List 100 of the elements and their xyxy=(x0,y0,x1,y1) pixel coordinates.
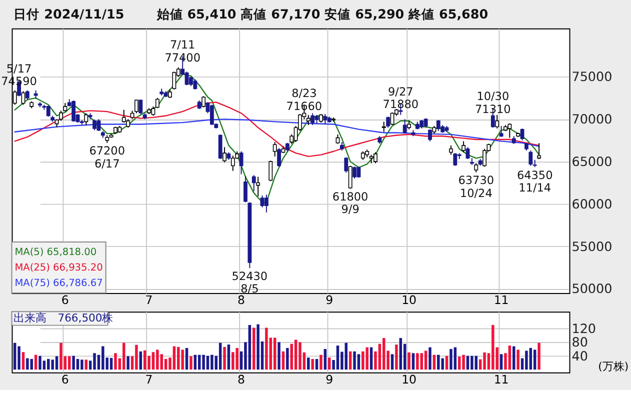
bar xyxy=(181,350,184,370)
bar xyxy=(492,324,494,370)
bar xyxy=(462,354,465,370)
candlestick xyxy=(449,144,453,156)
bar xyxy=(533,350,536,370)
candlestick xyxy=(356,166,361,178)
y-tick-label: 40 xyxy=(572,349,588,364)
candlestick xyxy=(508,122,512,138)
candlestick xyxy=(453,152,458,166)
bar xyxy=(483,352,486,370)
bar xyxy=(223,346,226,370)
y-tick-label: 55000 xyxy=(572,240,612,255)
bar xyxy=(311,358,314,370)
x-tick-label: 7 xyxy=(145,293,153,308)
bar xyxy=(525,350,528,370)
candlestick xyxy=(520,128,524,141)
x-tick-label: 6 xyxy=(61,372,69,387)
bar xyxy=(68,356,71,370)
bar xyxy=(252,328,256,370)
candlestick xyxy=(382,121,386,132)
candlestick xyxy=(96,118,101,132)
bar xyxy=(273,338,276,370)
bar xyxy=(22,352,25,370)
x-tick-label: 10 xyxy=(402,372,417,387)
annotation: 61800 9/9 xyxy=(332,190,368,216)
candlestick xyxy=(193,78,198,90)
bar xyxy=(80,360,84,370)
bar xyxy=(298,342,302,370)
bar xyxy=(328,358,331,370)
candlestick xyxy=(374,152,378,164)
bar xyxy=(185,348,188,370)
bar xyxy=(529,348,532,370)
bar xyxy=(156,350,159,370)
bar xyxy=(348,351,352,370)
bar xyxy=(516,350,520,370)
bar xyxy=(508,346,512,370)
bar xyxy=(336,346,340,370)
annotation: 64350 11/14 xyxy=(516,168,553,195)
bar xyxy=(60,342,62,370)
bar xyxy=(454,347,457,370)
bar xyxy=(395,344,398,370)
bar xyxy=(248,324,252,370)
bar xyxy=(93,353,96,370)
candlestick xyxy=(244,175,248,203)
candlestick xyxy=(310,112,315,126)
bar xyxy=(198,354,201,370)
bar xyxy=(441,358,444,370)
bar xyxy=(34,354,38,370)
y-tick-label: 80 xyxy=(572,336,588,351)
bar xyxy=(265,328,268,370)
candlestick xyxy=(260,194,264,208)
bar xyxy=(76,358,80,370)
candlestick xyxy=(499,125,504,138)
y-axis-title: (万株) xyxy=(598,360,629,373)
bar xyxy=(143,350,146,370)
bar xyxy=(172,346,176,370)
bar xyxy=(256,324,260,370)
annotation: 9/27 71880 xyxy=(382,85,419,112)
bar xyxy=(110,358,113,370)
y-tick-label: 50000 xyxy=(572,282,612,298)
bar xyxy=(450,349,452,370)
bar xyxy=(315,358,318,370)
bar xyxy=(122,342,126,370)
bar xyxy=(512,346,516,370)
candlestick xyxy=(134,99,138,114)
annotation: 63730 10/24 xyxy=(458,174,494,200)
bar xyxy=(227,344,230,370)
bar xyxy=(114,353,117,370)
bar xyxy=(190,356,192,370)
y-tick-label: 65000 xyxy=(572,154,612,170)
chart-title: 出来高 766,500株 xyxy=(14,311,114,324)
bar xyxy=(399,338,402,370)
bar xyxy=(236,348,238,370)
annotation: 8/23 71660 xyxy=(286,87,322,113)
candlestick xyxy=(272,142,277,157)
candlestick xyxy=(402,118,407,134)
candlestick xyxy=(210,104,214,126)
candlestick xyxy=(268,160,273,182)
candlestick xyxy=(172,71,176,90)
candlestick xyxy=(306,114,310,126)
bar xyxy=(294,340,298,370)
bar xyxy=(202,354,205,370)
candlestick xyxy=(92,119,96,131)
bar xyxy=(353,351,356,370)
candlestick xyxy=(72,100,76,122)
bar xyxy=(366,347,368,370)
bar xyxy=(84,360,88,370)
bar xyxy=(307,358,310,370)
x-tick-label: 6 xyxy=(61,293,69,308)
bar xyxy=(362,351,364,370)
bar xyxy=(324,349,327,370)
candlestick xyxy=(256,176,260,197)
line-series xyxy=(14,118,540,147)
candlestick xyxy=(344,156,348,174)
bar xyxy=(26,358,29,370)
bar xyxy=(290,344,293,370)
bar xyxy=(412,353,415,370)
bar xyxy=(38,356,42,370)
bar xyxy=(194,354,197,370)
bar xyxy=(390,354,394,370)
